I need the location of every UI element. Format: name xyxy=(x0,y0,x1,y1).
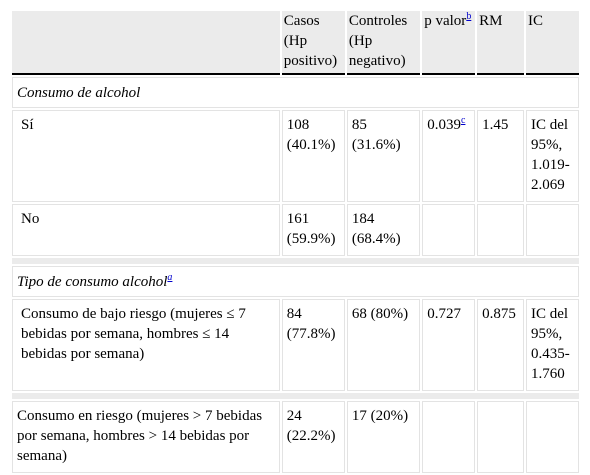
spacer-cell xyxy=(12,258,579,264)
spacer-row xyxy=(12,393,579,399)
row-label: Sí xyxy=(12,110,280,202)
data-cell xyxy=(526,204,579,256)
data-cell: 0.727 xyxy=(422,299,476,391)
cell-value: 184 (68.4%) xyxy=(351,211,401,247)
column-label: Controles (Hp negativo) xyxy=(348,13,408,69)
header-cell: Casos (Hp positivo) xyxy=(281,11,345,75)
data-cell: 108 (40.1%) xyxy=(281,110,345,202)
data-row: No 161 (59.9%) 184 (68.4%) xyxy=(12,204,579,256)
data-cell xyxy=(422,401,476,473)
header-cell: Controles (Hp negativo) xyxy=(346,11,421,75)
data-cell: 24 (22.2%) xyxy=(281,401,345,473)
row-label: No xyxy=(12,204,280,256)
section-row: Tipo de consumo alcohola xyxy=(12,266,579,297)
cell-value: 68 (80%) xyxy=(351,306,409,322)
data-cell: IC del 95%, 0.435-1.760 xyxy=(526,299,579,391)
cell-value: 0.039 xyxy=(427,117,461,133)
header-cell: RM xyxy=(477,11,524,75)
section-row: Consumo de alcohol xyxy=(12,77,579,108)
cell-value: 1.45 xyxy=(482,117,509,133)
cell-value: IC del 95%, 0.435-1.760 xyxy=(531,306,570,382)
data-cell xyxy=(422,204,476,256)
cell-value: 0.875 xyxy=(482,306,516,322)
cell-value: IC del 95%, 1.019-2.069 xyxy=(531,117,570,193)
column-label: RM xyxy=(479,13,503,29)
data-cell: 161 (59.9%) xyxy=(281,204,345,256)
section-label: Consumo de alcohol xyxy=(17,85,141,101)
data-cell: IC del 95%, 1.019-2.069 xyxy=(526,110,579,202)
cell-value: 24 (22.2%) xyxy=(286,408,336,444)
header-cell: IC xyxy=(526,11,579,75)
footnote-ref: a xyxy=(167,272,172,283)
footnote-link[interactable]: a xyxy=(167,272,173,283)
cell-value: 0.727 xyxy=(427,306,461,322)
cell-value: 108 (40.1%) xyxy=(286,117,336,153)
cell-value: 84 (77.8%) xyxy=(286,306,336,342)
data-cell: 85 (31.6%) xyxy=(346,110,421,202)
footnote-ref: b xyxy=(466,11,471,22)
column-label: IC xyxy=(528,13,543,29)
data-cell: 0.875 xyxy=(477,299,524,391)
cell-value: 85 (31.6%) xyxy=(351,117,401,153)
data-cell: 0.039c xyxy=(422,110,476,202)
cell-value: 17 (20%) xyxy=(351,408,409,424)
section-title: Consumo de alcohol xyxy=(12,77,579,108)
data-cell: 84 (77.8%) xyxy=(281,299,345,391)
data-cell xyxy=(477,401,524,473)
section-title: Tipo de consumo alcohola xyxy=(12,266,579,297)
spacer-row xyxy=(12,258,579,264)
column-label: Casos (Hp positivo) xyxy=(283,13,338,69)
data-cell xyxy=(477,204,524,256)
row-label: Consumo en riesgo (mujeres > 7 bebidas p… xyxy=(12,401,280,473)
header-cell xyxy=(12,11,280,75)
footnote-link[interactable]: c xyxy=(460,115,466,126)
page: {"columns": [ {"label": "Casos (Hp posit… xyxy=(12,11,579,473)
footnote-ref: c xyxy=(461,115,465,126)
data-table: Casos (Hp positivo) Controles (Hp negativ… xyxy=(10,9,581,475)
header-cell: p valorb xyxy=(422,11,476,75)
column-label: p valor xyxy=(424,13,467,29)
data-row: Consumo de bajo riesgo (mujeres ≤ 7 bebi… xyxy=(12,299,579,391)
data-cell: 68 (80%) xyxy=(346,299,421,391)
data-cell xyxy=(526,401,579,473)
section-label: Tipo de consumo alcohol xyxy=(17,274,168,290)
header-row: Casos (Hp positivo) Controles (Hp negativ… xyxy=(12,11,579,75)
data-row: Consumo en riesgo (mujeres > 7 bebidas p… xyxy=(12,401,579,473)
data-cell: 184 (68.4%) xyxy=(346,204,421,256)
footnote-link[interactable]: b xyxy=(466,11,472,22)
data-cell: 17 (20%) xyxy=(346,401,421,473)
spacer-cell xyxy=(12,393,579,399)
row-label: Consumo de bajo riesgo (mujeres ≤ 7 bebi… xyxy=(12,299,280,391)
cell-value: 161 (59.9%) xyxy=(286,211,336,247)
data-cell: 1.45 xyxy=(477,110,524,202)
data-row: Sí 108 (40.1%) 85 (31.6%) 0.039c 1.45 IC del … xyxy=(12,110,579,202)
